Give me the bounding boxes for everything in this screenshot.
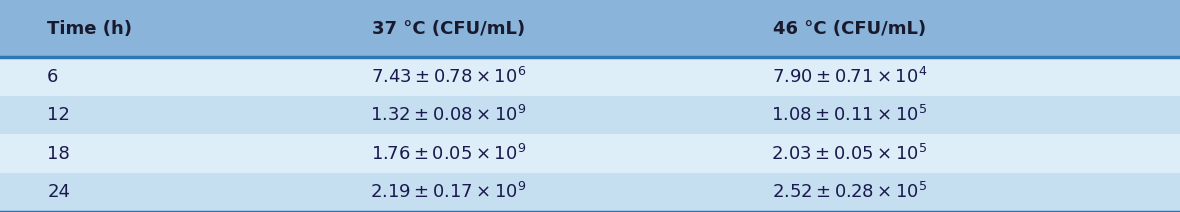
Text: Time (h): Time (h): [47, 20, 132, 38]
FancyBboxPatch shape: [0, 57, 1180, 96]
FancyBboxPatch shape: [0, 173, 1180, 212]
Text: 6: 6: [47, 68, 59, 85]
Text: $1.32 \pm 0.08 \times 10^{9}$: $1.32 \pm 0.08 \times 10^{9}$: [371, 105, 526, 125]
FancyBboxPatch shape: [0, 134, 1180, 173]
Text: 24: 24: [47, 183, 70, 201]
Text: 37 °C (CFU/mL): 37 °C (CFU/mL): [372, 20, 525, 38]
Text: $7.43 \pm 0.78 \times 10^{6}$: $7.43 \pm 0.78 \times 10^{6}$: [371, 67, 526, 86]
Text: $2.03 \pm 0.05 \times 10^{5}$: $2.03 \pm 0.05 \times 10^{5}$: [772, 144, 927, 164]
Text: 12: 12: [47, 106, 70, 124]
FancyBboxPatch shape: [0, 96, 1180, 134]
Text: 18: 18: [47, 145, 70, 163]
Text: $1.76 \pm 0.05 \times 10^{9}$: $1.76 \pm 0.05 \times 10^{9}$: [371, 144, 526, 164]
Text: 46 °C (CFU/mL): 46 °C (CFU/mL): [773, 20, 926, 38]
Text: $2.52 \pm 0.28 \times 10^{5}$: $2.52 \pm 0.28 \times 10^{5}$: [772, 182, 927, 202]
Text: $1.08 \pm 0.11 \times 10^{5}$: $1.08 \pm 0.11 \times 10^{5}$: [772, 105, 927, 125]
FancyBboxPatch shape: [0, 0, 1180, 57]
Text: $7.90 \pm 0.71 \times 10^{4}$: $7.90 \pm 0.71 \times 10^{4}$: [772, 67, 927, 86]
Text: $2.19 \pm 0.17 \times 10^{9}$: $2.19 \pm 0.17 \times 10^{9}$: [371, 182, 526, 202]
